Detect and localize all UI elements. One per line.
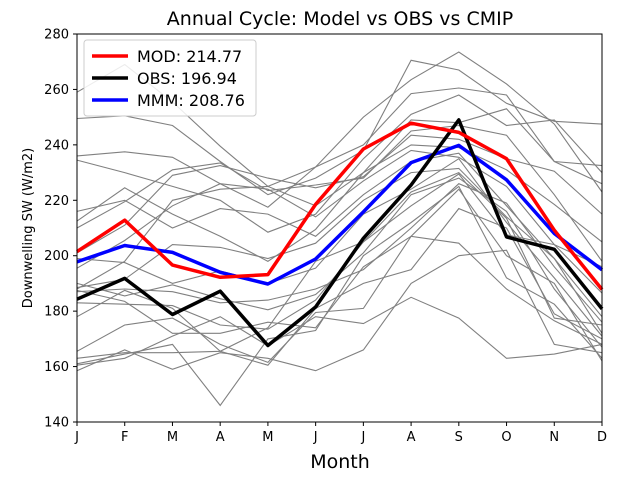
x-tick-label: J xyxy=(74,430,79,445)
cmip-model-line-20 xyxy=(76,185,603,407)
x-tick-label: J xyxy=(313,430,318,445)
cmip-model-line-18 xyxy=(76,296,603,366)
cmip-model-line-7 xyxy=(76,134,603,254)
y-tick-label: 160 xyxy=(44,360,69,375)
series-line-obs xyxy=(76,118,604,348)
axes-layer: J F M A M J J A S O N D 140 160 180 200 220 240 260 280 xyxy=(44,28,607,446)
legend-label-mod: MOD: 214.77 xyxy=(137,47,242,66)
series-line-mod xyxy=(76,121,604,291)
x-tick-label: M xyxy=(262,430,273,445)
series-layer xyxy=(76,118,604,348)
y-axis-label: Downwelling SW (W/m2) xyxy=(21,148,36,308)
y-tick-label: 260 xyxy=(44,83,69,98)
cmip-model-line-8 xyxy=(76,144,603,290)
cmip-model-line-16 xyxy=(76,207,603,366)
x-tick-label: O xyxy=(501,430,511,445)
y-tick-label: 240 xyxy=(44,138,69,153)
y-tick-label: 200 xyxy=(44,249,69,264)
y-tick-label: 140 xyxy=(44,416,69,431)
x-tick-label: F xyxy=(121,430,128,445)
chart-title: Annual Cycle: Model vs OBS vs CMIP xyxy=(167,8,513,30)
cmip-model-line-22 xyxy=(76,183,603,323)
cmip-model-line-2 xyxy=(76,51,603,208)
cmip-model-line-15 xyxy=(76,188,603,362)
x-tick-label: N xyxy=(549,430,559,445)
y-tick-label: 180 xyxy=(44,305,69,320)
y-tick-label: 220 xyxy=(44,194,69,209)
x-tick-label: A xyxy=(216,430,225,445)
y-tick-label: 280 xyxy=(44,28,69,43)
cmip-model-line-12 xyxy=(76,157,603,337)
x-tick-label: S xyxy=(455,430,463,445)
x-tick-label: A xyxy=(407,430,416,445)
cmip-model-line-6 xyxy=(76,124,603,262)
legend-label-mmm: MMM: 208.76 xyxy=(137,91,245,110)
series-line-mmm xyxy=(76,143,604,286)
legend-label-obs: OBS: 196.94 xyxy=(137,69,237,88)
cmip-model-line-9 xyxy=(76,149,603,294)
x-tick-label: D xyxy=(597,430,607,445)
plot-frame xyxy=(76,33,603,423)
legend: MOD: 214.77 OBS: 196.94 MMM: 208.76 xyxy=(83,39,257,117)
x-axis-label: Month xyxy=(310,451,370,473)
x-tick-label: M xyxy=(167,430,178,445)
cmip-model-line-21 xyxy=(76,173,603,359)
cmip-model-line-17 xyxy=(76,235,603,364)
cmip-model-line-19 xyxy=(76,249,603,372)
legend-box xyxy=(83,39,257,117)
x-tick-label: J xyxy=(360,430,365,445)
